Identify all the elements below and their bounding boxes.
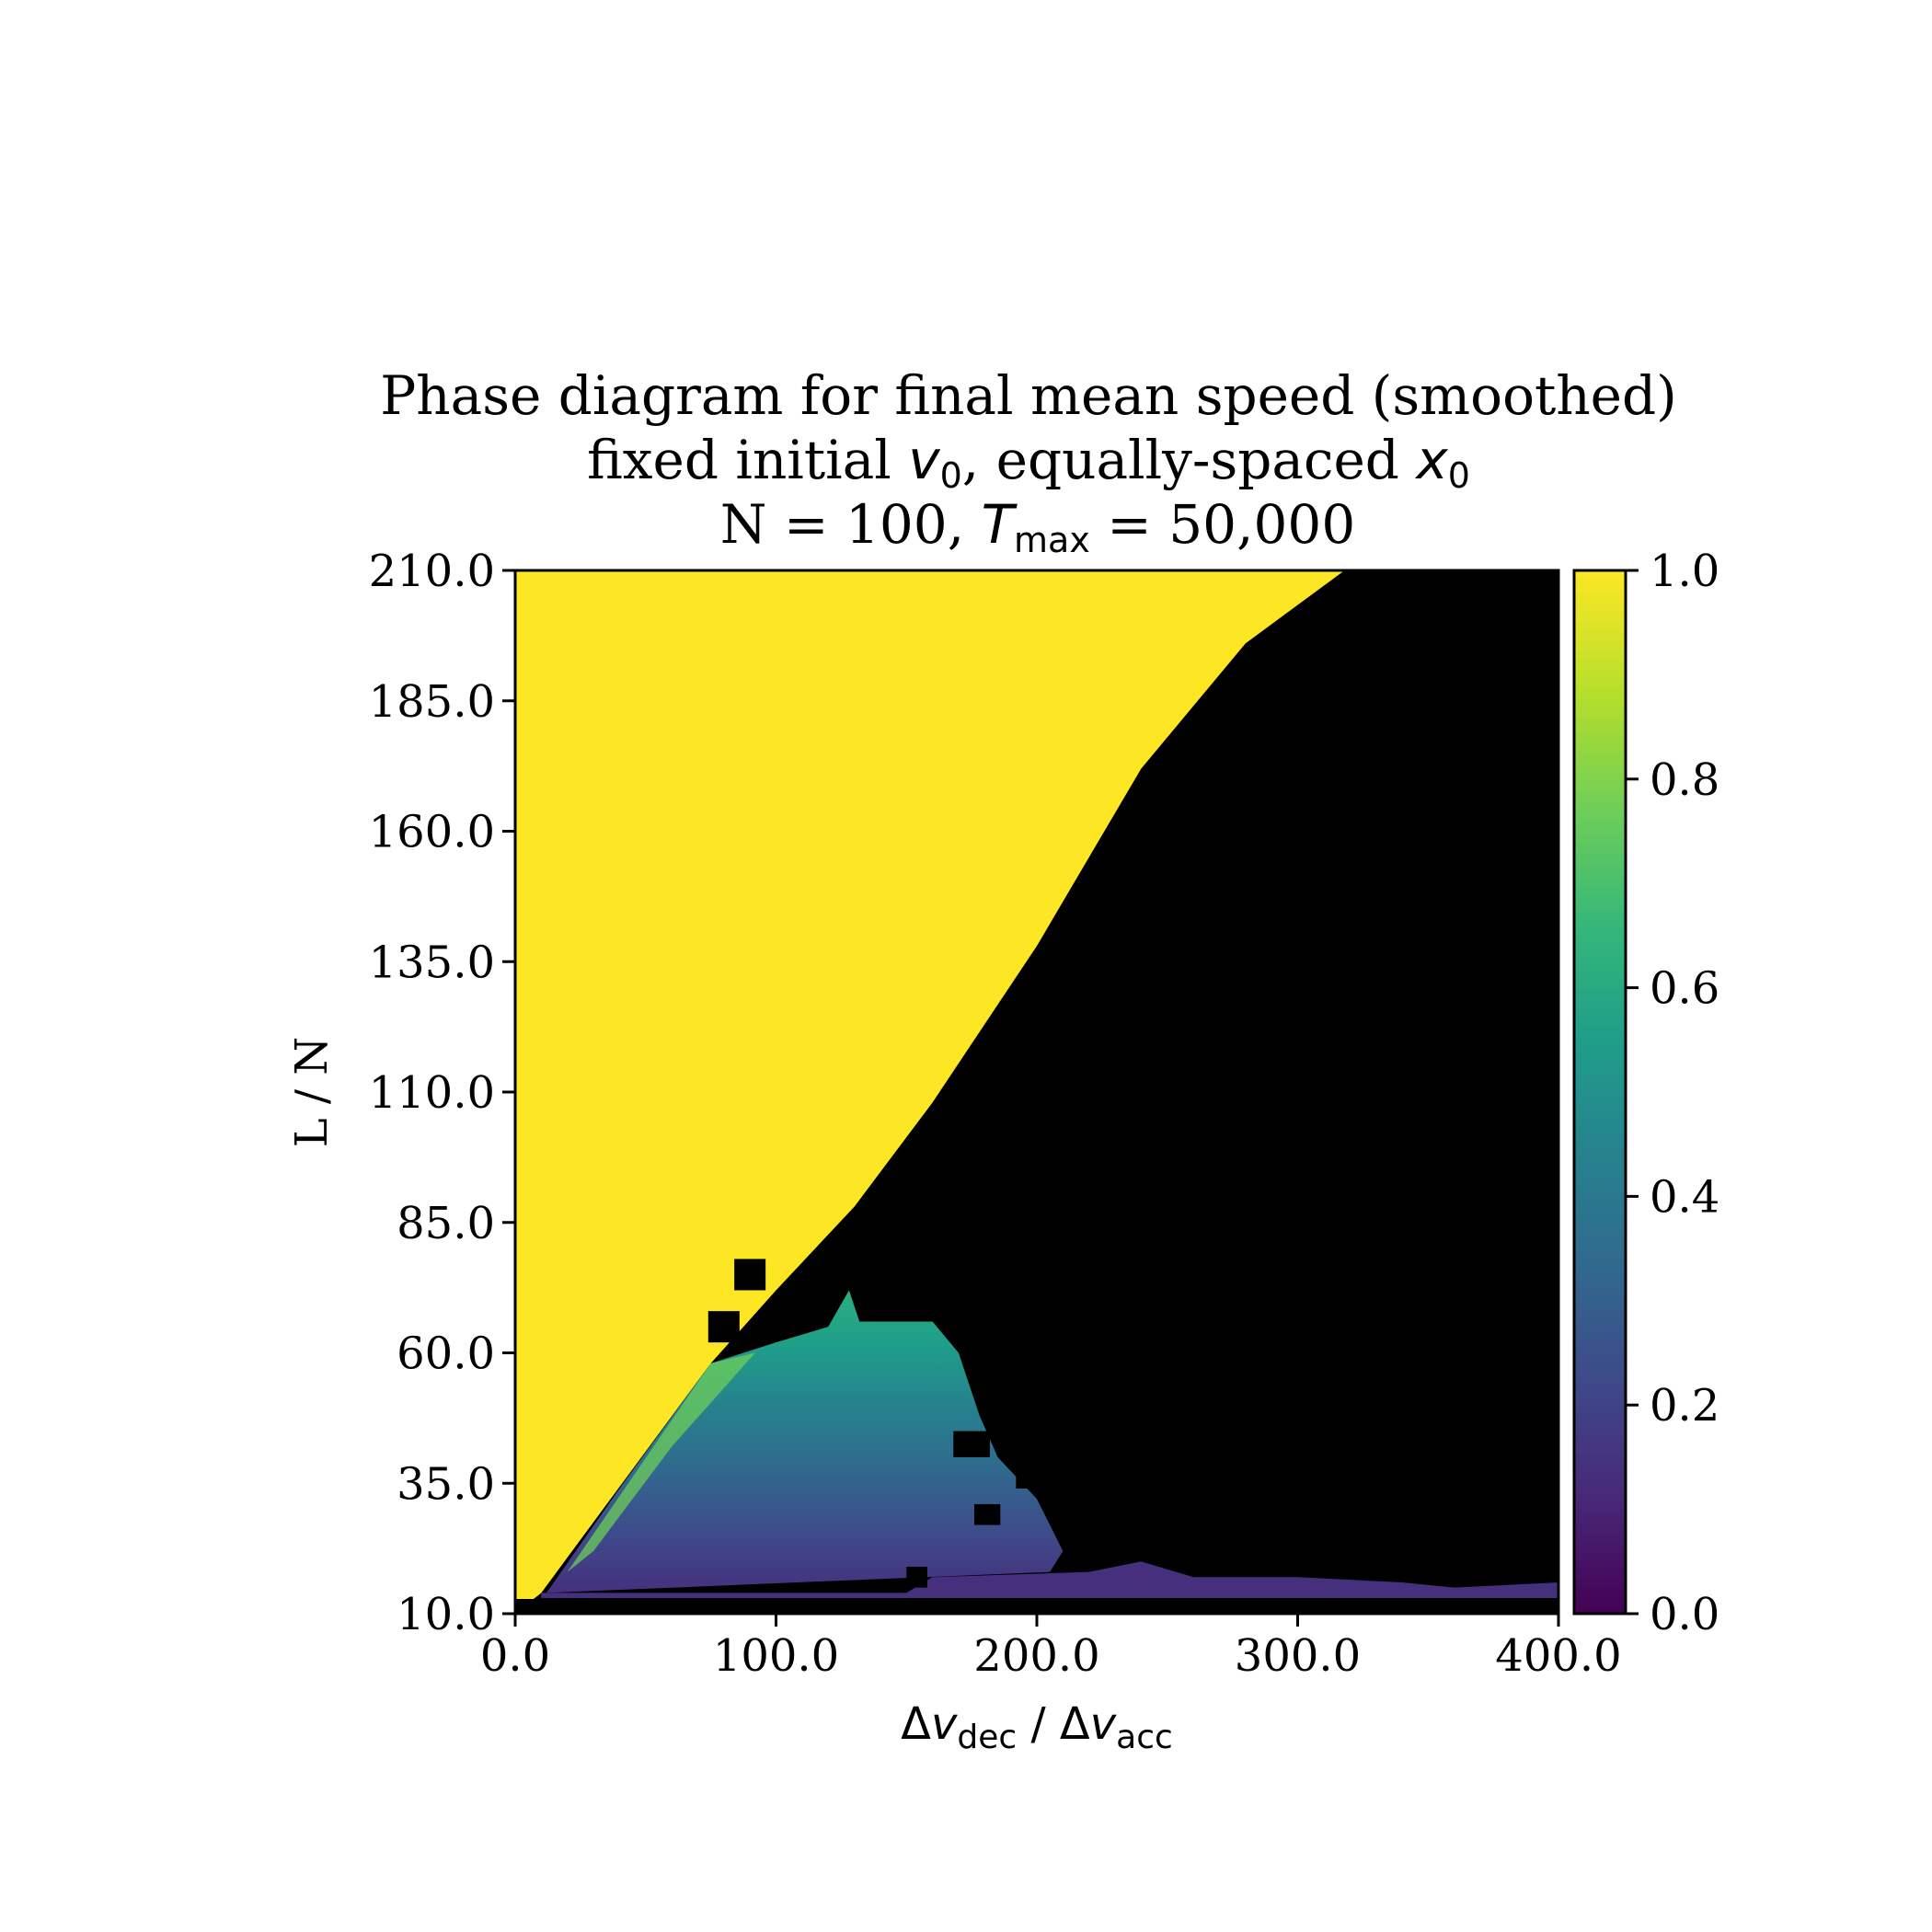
colorbar-tick-label: 1.0: [1650, 546, 1719, 597]
y-tick-label: 160.0: [369, 807, 495, 858]
chart-title-line3: N = 100, Tmax = 50,000: [720, 493, 1355, 560]
title-t-sub: max: [1014, 520, 1090, 560]
colorbar-ticks: 0.0 0.2 0.4 0.6 0.8 1.0: [1626, 546, 1719, 1640]
jam-patch: [1016, 1462, 1042, 1489]
colorbar-tick-label: 0.6: [1650, 963, 1719, 1015]
x-label-sub2: acc: [1116, 1719, 1173, 1756]
title-line3-prefix: N = 100,: [720, 493, 982, 556]
jam-patch: [1206, 1550, 1238, 1572]
colorbar: [1572, 569, 1627, 1616]
title-t-symbol: T: [982, 493, 1018, 556]
title-line3-suffix: = 50,000: [1090, 493, 1355, 556]
title-line2-prefix: fixed initial: [587, 429, 908, 491]
x-label-delta2: Δ: [1060, 1698, 1090, 1750]
jam-patch: [973, 1503, 1001, 1525]
colorbar-tick-label: 0.4: [1650, 1171, 1719, 1223]
y-tick-label: 210.0: [369, 546, 495, 597]
x-label-sub1: dec: [957, 1719, 1017, 1756]
x-axis-label: Δvdec / Δvacc: [901, 1698, 1173, 1756]
heatmap-area: [515, 570, 1558, 1614]
x-label-sym1: v: [931, 1698, 958, 1750]
title-line2-mid: , equally-spaced: [962, 429, 1417, 491]
jam-patch: [906, 1566, 927, 1588]
title-x-sub: 0: [1448, 455, 1470, 496]
x-tick-label: 200.0: [973, 1630, 1099, 1682]
jam-patch: [953, 1431, 990, 1457]
x-label-slash: /: [1017, 1698, 1060, 1750]
chart-title-line2: fixed initial v0, equally-spaced x0: [587, 429, 1470, 496]
y-tick-label: 85.0: [397, 1198, 495, 1249]
y-axis-ticks: 10.0 35.0 60.0 85.0 110.0 135.0 160.0 185.0 210.…: [369, 546, 515, 1640]
jam-patch: [707, 1311, 740, 1343]
intermediate-region: [546, 1290, 1064, 1593]
y-tick-label: 185.0: [369, 676, 495, 728]
colorbar-tick-label: 0.8: [1650, 754, 1719, 806]
x-tick-label: 400.0: [1495, 1630, 1621, 1682]
y-tick-label: 35.0: [397, 1458, 495, 1510]
jam-patch: [984, 1394, 1006, 1416]
title-v-sub: 0: [940, 455, 962, 496]
jam-patch: [1167, 1519, 1194, 1551]
x-tick-label: 0.0: [480, 1630, 550, 1682]
y-axis-label: L / N: [286, 1037, 338, 1148]
chart-title-line1: Phase diagram for final mean speed (smoo…: [380, 364, 1677, 427]
colorbar-tick-label: 0.2: [1650, 1380, 1719, 1432]
x-label-delta1: Δ: [901, 1698, 931, 1750]
green-ridge-band: [567, 1352, 755, 1572]
x-tick-label: 300.0: [1235, 1630, 1361, 1682]
y-tick-label: 110.0: [369, 1067, 495, 1119]
free-flow-region: [515, 570, 1345, 1614]
jam-patch: [1075, 1519, 1108, 1551]
y-tick-label: 10.0: [397, 1589, 495, 1640]
jam-patch: [1050, 1488, 1087, 1520]
title-x-symbol: x: [1414, 429, 1448, 491]
low-speed-floor-band: [541, 1561, 1558, 1598]
jam-patch: [734, 1259, 766, 1291]
x-label-sym2: v: [1090, 1698, 1117, 1750]
bottom-jam-band: [515, 1599, 1558, 1614]
x-axis-ticks: 0.0 100.0 200.0 300.0 400.0: [480, 1614, 1622, 1682]
colorbar-tick-label: 0.0: [1650, 1589, 1719, 1640]
jam-patches: [707, 1259, 1238, 1588]
y-tick-label: 60.0: [397, 1328, 495, 1380]
title-v-symbol: v: [908, 429, 941, 491]
x-tick-label: 100.0: [713, 1630, 839, 1682]
y-tick-label: 135.0: [369, 937, 495, 988]
